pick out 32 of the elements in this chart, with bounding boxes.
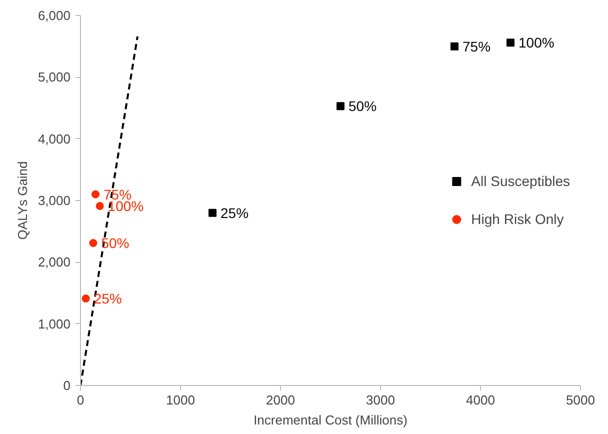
y-tick-label: 0 [63, 378, 71, 393]
point [82, 294, 90, 303]
x-axis-title: Incremental Cost (Millions) [254, 412, 408, 428]
annotation: 25% [94, 290, 122, 307]
x-tick-label: 1000 [166, 392, 195, 408]
y-tick-label: 5,000 [38, 70, 71, 85]
x-tick-label: 4000 [466, 392, 495, 408]
x-tick-label: 5000 [566, 392, 595, 408]
x-tick-label: 0 [76, 392, 84, 408]
annotation: 75% [462, 38, 491, 54]
annotation: 100% [518, 34, 554, 51]
y-tick-label: 1,000 [38, 316, 71, 332]
y-tick-label: 6,000 [38, 8, 71, 23]
y-tick-label: 3,000 [38, 193, 71, 208]
annotation: 25% [220, 204, 249, 221]
point [506, 38, 514, 47]
annotation: 50% [348, 98, 377, 114]
annotation: 50% [101, 235, 130, 252]
legend-label: High Risk Only [471, 211, 564, 227]
point [96, 202, 104, 210]
y-axis-title: QALYs Gaind [14, 161, 30, 240]
legend-label: All Susceptibles [471, 173, 570, 189]
point [92, 190, 100, 198]
point [208, 208, 216, 217]
y-tick-label: 2,000 [38, 254, 71, 270]
y-tick-label: 4,000 [38, 131, 71, 146]
point [89, 239, 98, 248]
x-tick-label: 3000 [366, 392, 395, 408]
x-tick-label: 2000 [266, 392, 295, 408]
annotation: 75% [104, 186, 132, 202]
point [336, 102, 344, 110]
point [450, 42, 458, 50]
